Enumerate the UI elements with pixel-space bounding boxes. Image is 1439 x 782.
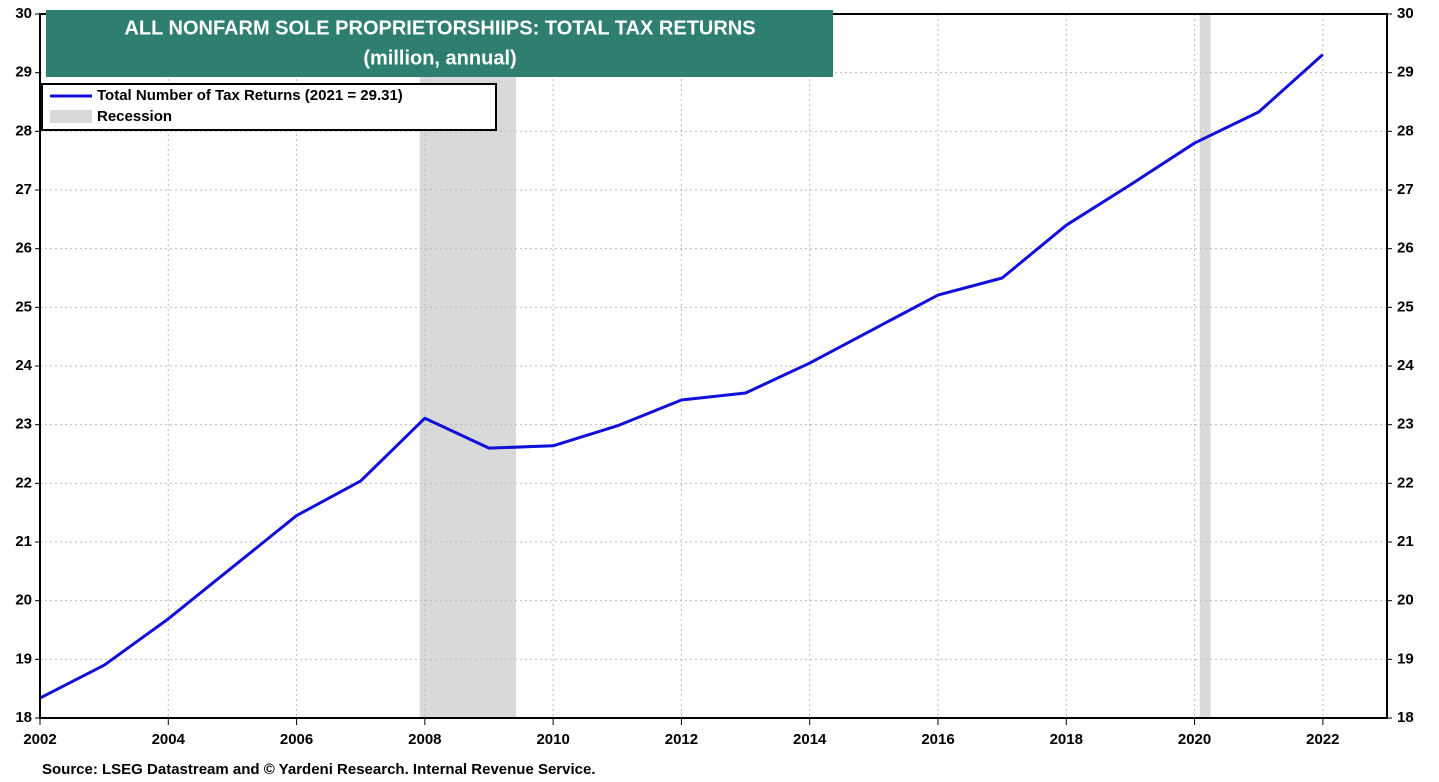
y-tick-label: 27 — [15, 181, 32, 198]
y-tick-label-right: 21 — [1397, 533, 1414, 550]
y-tick-label-right: 19 — [1397, 650, 1414, 667]
y-tick-label: 19 — [15, 650, 32, 667]
y-tick-label: 26 — [15, 240, 32, 257]
y-tick-label: 30 — [15, 5, 32, 22]
chart-title: ALL NONFARM SOLE PROPRIETORSHIIPS: TOTAL… — [124, 17, 755, 39]
y-tick-label: 21 — [15, 533, 32, 550]
x-tick-label: 2004 — [152, 731, 186, 748]
y-tick-label: 28 — [15, 122, 32, 139]
y-tick-label-right: 28 — [1397, 122, 1414, 139]
grid-layer — [39, 13, 1387, 719]
y-tick-label-right: 22 — [1397, 474, 1414, 491]
x-tick-label: 2022 — [1306, 731, 1339, 748]
y-tick-label: 23 — [15, 416, 32, 433]
y-tick-label: 22 — [15, 474, 32, 491]
y-tick-label-right: 24 — [1397, 357, 1414, 374]
x-tick-label: 2014 — [793, 731, 827, 748]
y-tick-label-right: 29 — [1397, 64, 1414, 81]
y-tick-label-right: 27 — [1397, 181, 1414, 198]
y-tick-label: 29 — [15, 64, 32, 81]
x-tick-label: 2010 — [536, 731, 569, 748]
x-tick-label: 2018 — [1050, 731, 1083, 748]
x-tick-label: 2002 — [23, 731, 56, 748]
y-tick-label: 18 — [15, 709, 32, 726]
legend-swatch — [50, 110, 92, 123]
legend-label: Recession — [97, 108, 172, 125]
y-tick-label-right: 18 — [1397, 709, 1414, 726]
y-tick-label: 25 — [15, 298, 32, 315]
y-tick-label-right: 30 — [1397, 5, 1414, 22]
x-tick-label: 2020 — [1178, 731, 1211, 748]
y-tick-label-right: 26 — [1397, 240, 1414, 257]
y-tick-label-right: 23 — [1397, 416, 1414, 433]
x-tick-label: 2016 — [921, 731, 954, 748]
y-tick-label: 20 — [15, 592, 32, 609]
y-tick-label-right: 25 — [1397, 298, 1414, 315]
x-tick-label: 2006 — [280, 731, 313, 748]
y-tick-label: 24 — [15, 357, 32, 374]
y-tick-label-right: 20 — [1397, 592, 1414, 609]
chart-subtitle: (million, annual) — [363, 47, 516, 69]
legend-label: Total Number of Tax Returns (2021 = 29.3… — [97, 87, 403, 104]
source-note: Source: LSEG Datastream and © Yardeni Re… — [42, 761, 596, 778]
legend: Total Number of Tax Returns (2021 = 29.3… — [41, 83, 497, 131]
x-tick-label: 2008 — [408, 731, 441, 748]
data-line — [39, 53, 1324, 700]
title-box — [46, 10, 833, 77]
x-tick-label: 2012 — [665, 731, 698, 748]
legend-box — [41, 83, 497, 131]
marks-layer — [39, 53, 1324, 700]
